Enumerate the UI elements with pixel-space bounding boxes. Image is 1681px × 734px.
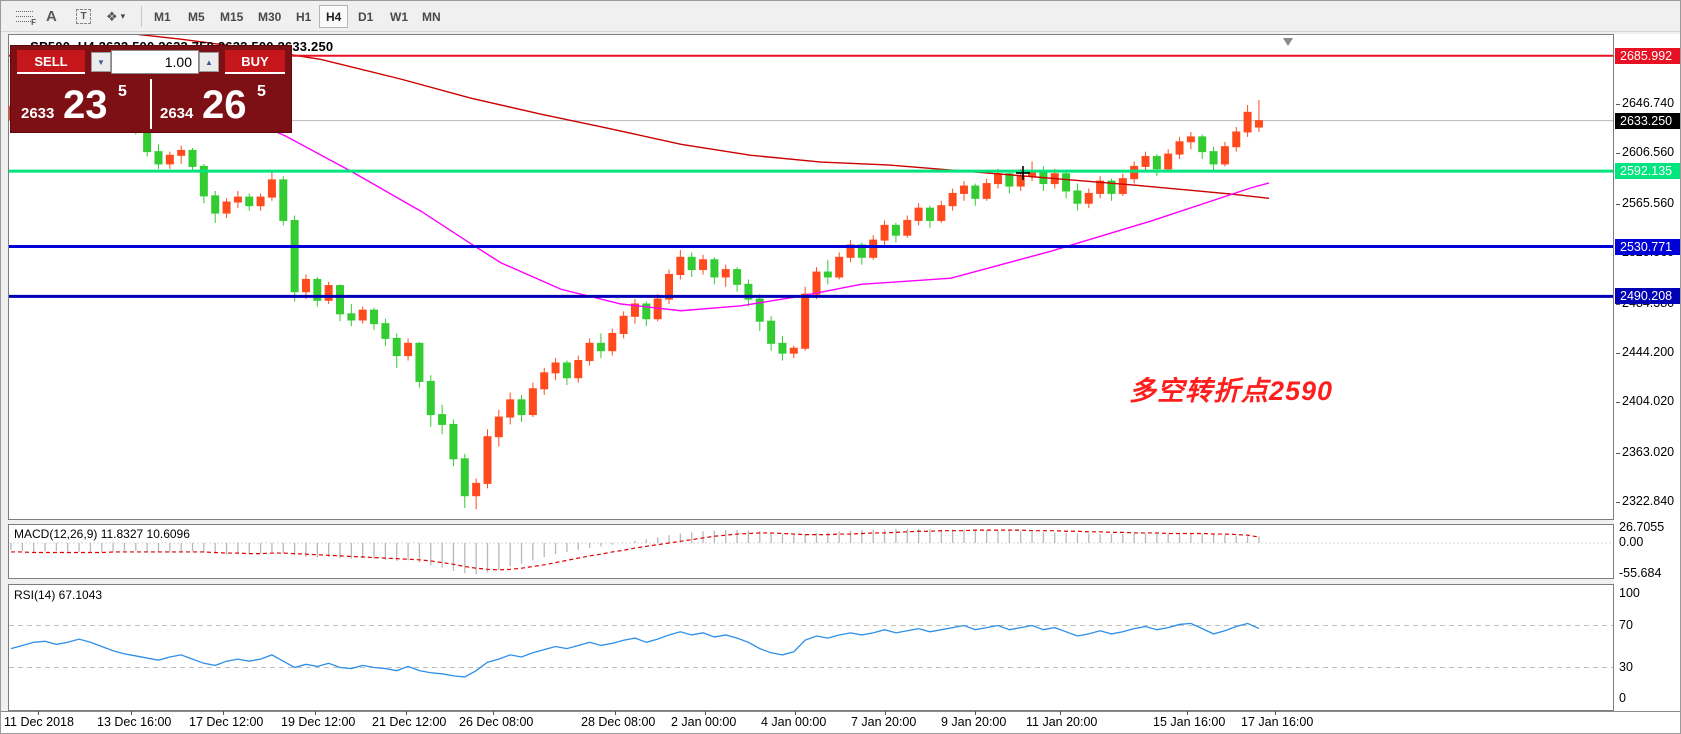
timeframe-m30[interactable]: M30 [258,9,282,24]
current-price-badge: 2633.250 [1615,112,1680,129]
time-tick [1275,711,1276,715]
macd-header: MACD(12,26,9) 11.8327 10.6096 [14,527,190,541]
time-axis-strip[interactable] [1,711,1680,733]
price-tick: 2646.740 [1615,96,1675,111]
timeframe-m5[interactable]: M5 [188,9,205,24]
time-label[interactable]: 21 Dec 12:00 [372,715,447,729]
volume-input[interactable] [111,50,199,74]
time-label[interactable]: 11 Jan 20:00 [1026,715,1098,729]
macd-scale-label: 0.00 [1619,535,1644,549]
time-tick [1060,711,1061,715]
volume-decrease-button[interactable]: ▼ [91,52,111,72]
time-label[interactable]: 26 Dec 08:00 [459,715,534,729]
macd-scale-label: -55.684 [1619,566,1662,581]
timeframe-mn[interactable]: MN [422,9,441,24]
one-click-trading-panel: SELL ▼ ▲ BUY 2633 23 5 2634 26 5 [11,46,291,132]
time-tick [705,711,706,715]
time-label[interactable]: 15 Jan 16:00 [1153,715,1226,729]
bid-big-digits: 23 [63,83,108,127]
toolbar-separator [141,6,142,27]
time-tick [38,711,39,715]
price-level-badge: 2685.992 [1615,47,1680,64]
text-tool-button[interactable]: T [69,5,98,28]
arrows-icon: ❖ [106,8,118,24]
timeframe-m1[interactable]: M1 [154,9,171,24]
macd-scale-label: 26.7055 [1619,520,1665,535]
text-label-icon: A [46,8,57,25]
toolbar: F A T ❖ ▾ M1 M5 M15 M30 H1 H4 D1 W1 MN [1,1,1680,32]
price-tick: 2322.840 [1615,494,1675,509]
time-label[interactable]: 13 Dec 16:00 [97,715,172,729]
ask-pip-fraction: 5 [257,83,266,100]
ask-stem: 2634 [160,105,194,122]
bid-stem: 2633 [21,105,55,122]
fibonacci-tool-button[interactable]: F [9,5,41,28]
text-label-tool-button[interactable]: A [39,5,64,28]
time-label[interactable]: 2 Jan 00:00 [671,715,737,729]
rsi-scale-label: 0 [1619,691,1626,705]
price-tick: 2444.200 [1615,344,1675,359]
time-label[interactable]: 19 Dec 12:00 [281,715,356,729]
time-label[interactable]: 4 Jan 00:00 [761,715,827,729]
rsi-header: RSI(14) 67.1043 [14,588,103,602]
fibonacci-icon: F [16,9,36,27]
time-label[interactable]: 7 Jan 20:00 [851,715,917,729]
time-tick [615,711,616,715]
text-icon: T [76,9,91,24]
time-tick [493,711,494,715]
time-tick [885,711,886,715]
rsi-panel[interactable] [8,584,1614,711]
bid-pip-fraction: 5 [118,83,127,100]
time-tick [975,711,976,715]
price-tick: 2363.020 [1615,444,1675,459]
price-tick: 2606.560 [1615,145,1675,160]
sell-button[interactable]: SELL [17,50,85,74]
price-tick: 2565.560 [1615,195,1675,210]
time-label[interactable]: 9 Jan 20:00 [941,715,1007,729]
time-tick [1187,711,1188,715]
price-scale-background [1614,34,1680,711]
price-level-badge: 2530.771 [1615,238,1680,255]
rsi-scale-label: 70 [1619,617,1633,632]
time-tick [795,711,796,715]
bid-quote[interactable]: 2633 23 5 [13,79,149,129]
chevron-down-icon: ▾ [120,11,126,21]
timeframe-h4[interactable]: H4 [319,5,349,28]
buy-button[interactable]: BUY [225,50,285,74]
time-label[interactable]: 17 Jan 16:00 [1241,715,1314,729]
rsi-scale-label: 100 [1619,586,1640,600]
price-level-badge: 2490.208 [1615,288,1680,305]
ask-quote[interactable]: 2634 26 5 [152,79,288,129]
ask-big-digits: 26 [202,83,247,127]
price-tick: 2404.020 [1615,394,1675,409]
time-tick [131,711,132,715]
time-label[interactable]: 17 Dec 12:00 [189,715,264,729]
macd-panel[interactable] [8,524,1614,579]
time-label[interactable]: 11 Dec 2018 [4,715,74,729]
timeframe-m15[interactable]: M15 [220,9,244,24]
chart-annotation-text: 多空转折点2590 [1129,376,1334,406]
time-tick [315,711,316,715]
time-label[interactable]: 28 Dec 08:00 [581,715,656,729]
timeframe-w1[interactable]: W1 [390,9,408,24]
rsi-scale-label: 30 [1619,659,1633,674]
price-level-badge: 2592.135 [1615,163,1680,180]
time-tick [223,711,224,715]
arrows-tool-button[interactable]: ❖ ▾ [99,5,132,28]
volume-increase-button[interactable]: ▲ [199,52,219,72]
timeframe-h1[interactable]: H1 [296,9,312,24]
timeframe-d1[interactable]: D1 [358,9,374,24]
time-tick [406,711,407,715]
